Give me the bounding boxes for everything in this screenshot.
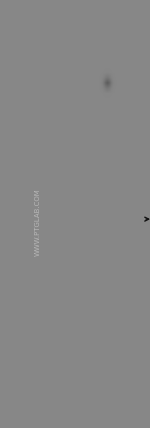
Bar: [0, 0, 75, 428]
Text: 45 kDa→: 45 kDa→: [35, 97, 69, 107]
Text: 14 kDa—: 14 kDa—: [34, 296, 69, 305]
Text: WWW.PTGLAB.COM: WWW.PTGLAB.COM: [34, 189, 40, 256]
Bar: [75, 0, 150, 428]
Text: 25 kDa—: 25 kDa—: [34, 214, 69, 224]
Bar: [78, 0, 132, 428]
Text: 18 kDa—: 18 kDa—: [34, 271, 69, 281]
Text: 66 kDa→: 66 kDa→: [35, 26, 69, 36]
Text: 35 kDa—: 35 kDa—: [34, 141, 69, 150]
